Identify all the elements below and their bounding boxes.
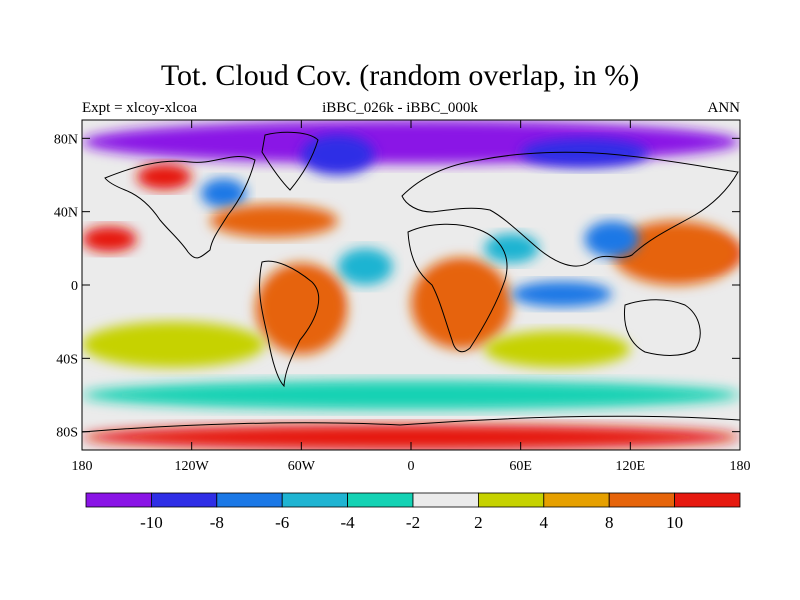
colorbar-box (216, 492, 283, 508)
region-north-america-decrease (200, 178, 247, 208)
region-south-america-orange (255, 263, 348, 355)
region-south-indian-yellow (484, 330, 631, 368)
colorbar-box (477, 492, 545, 508)
x-tick-label: 60W (288, 459, 316, 474)
coast-south-america (259, 260, 320, 388)
longitude-axis: 180 120W 60W 0 60E 120E 180 (72, 120, 751, 474)
colorbar-box (347, 492, 414, 508)
plot-title: Tot. Cloud Cov. (random overlap, in %) (160, 59, 640, 92)
region-southern-ocean-cyan (82, 380, 740, 410)
colorbar-box (150, 492, 218, 508)
x-tick-label: 0 (408, 459, 415, 474)
colorbar-label: -6 (275, 513, 289, 532)
coast-antarctica (82, 415, 740, 433)
region-tropical-atlantic-decrease (337, 248, 393, 285)
region-west-pacific-orange (612, 220, 740, 285)
x-tick-label: 180 (730, 459, 751, 474)
x-tick-label: 60E (509, 459, 532, 474)
colorbar-box (608, 492, 676, 508)
run-difference-label: iBBC_026k - iBBC_000k (322, 100, 478, 116)
y-tick-label: 40N (54, 206, 78, 221)
region-greenland-decrease (301, 134, 375, 175)
region-north-atlantic-increase (209, 204, 338, 238)
region-north-pacific-increase (136, 164, 192, 190)
coast-greenland (261, 131, 319, 191)
colorbar-box (674, 492, 741, 508)
coast-north-america (104, 156, 256, 259)
region-south-pacific-yellow (82, 321, 265, 368)
colorbar-label: 2 (474, 513, 483, 532)
region-arabia-decrease (484, 233, 539, 263)
colorbar: -10 -8 -6 -4 -2 2 4 8 10 (85, 492, 741, 532)
colorbar-label: -4 (341, 513, 356, 532)
region-east-asia-decrease (584, 220, 640, 258)
colorbar-label: -8 (210, 513, 224, 532)
y-tick-label: 40S (56, 352, 78, 367)
colorbar-label: -2 (406, 513, 420, 532)
x-tick-label: 120E (616, 459, 646, 474)
colorbar-box (543, 492, 610, 508)
region-east-pacific-increase (82, 226, 137, 253)
colorbar-label: -10 (140, 513, 163, 532)
region-indian-ocean-decrease (511, 281, 613, 307)
experiment-label: Expt = xlcoy-xlcoa (82, 100, 198, 116)
colorbar-box (281, 492, 349, 508)
latitude-axis: 80N 40N 0 40S 80S (54, 132, 740, 441)
colorbar-label: 8 (605, 513, 614, 532)
x-tick-label: 120W (175, 459, 210, 474)
colorbar-label: 4 (540, 513, 549, 532)
coast-europe-asia (401, 151, 739, 267)
coast-australia (623, 299, 701, 356)
coast-africa (407, 223, 508, 353)
y-tick-label: 80S (56, 426, 78, 441)
colorbar-box (85, 492, 152, 508)
region-antarctic-increase (82, 424, 740, 450)
coastlines (82, 131, 740, 433)
cloud-cover-field (82, 120, 740, 450)
x-tick-label: 180 (72, 459, 93, 474)
y-tick-label: 80N (54, 132, 78, 147)
season-label: ANN (707, 100, 741, 116)
y-tick-label: 0 (71, 279, 78, 294)
region-africa-orange (411, 257, 512, 350)
colorbar-label: 10 (666, 513, 683, 532)
colorbar-box (412, 492, 479, 508)
